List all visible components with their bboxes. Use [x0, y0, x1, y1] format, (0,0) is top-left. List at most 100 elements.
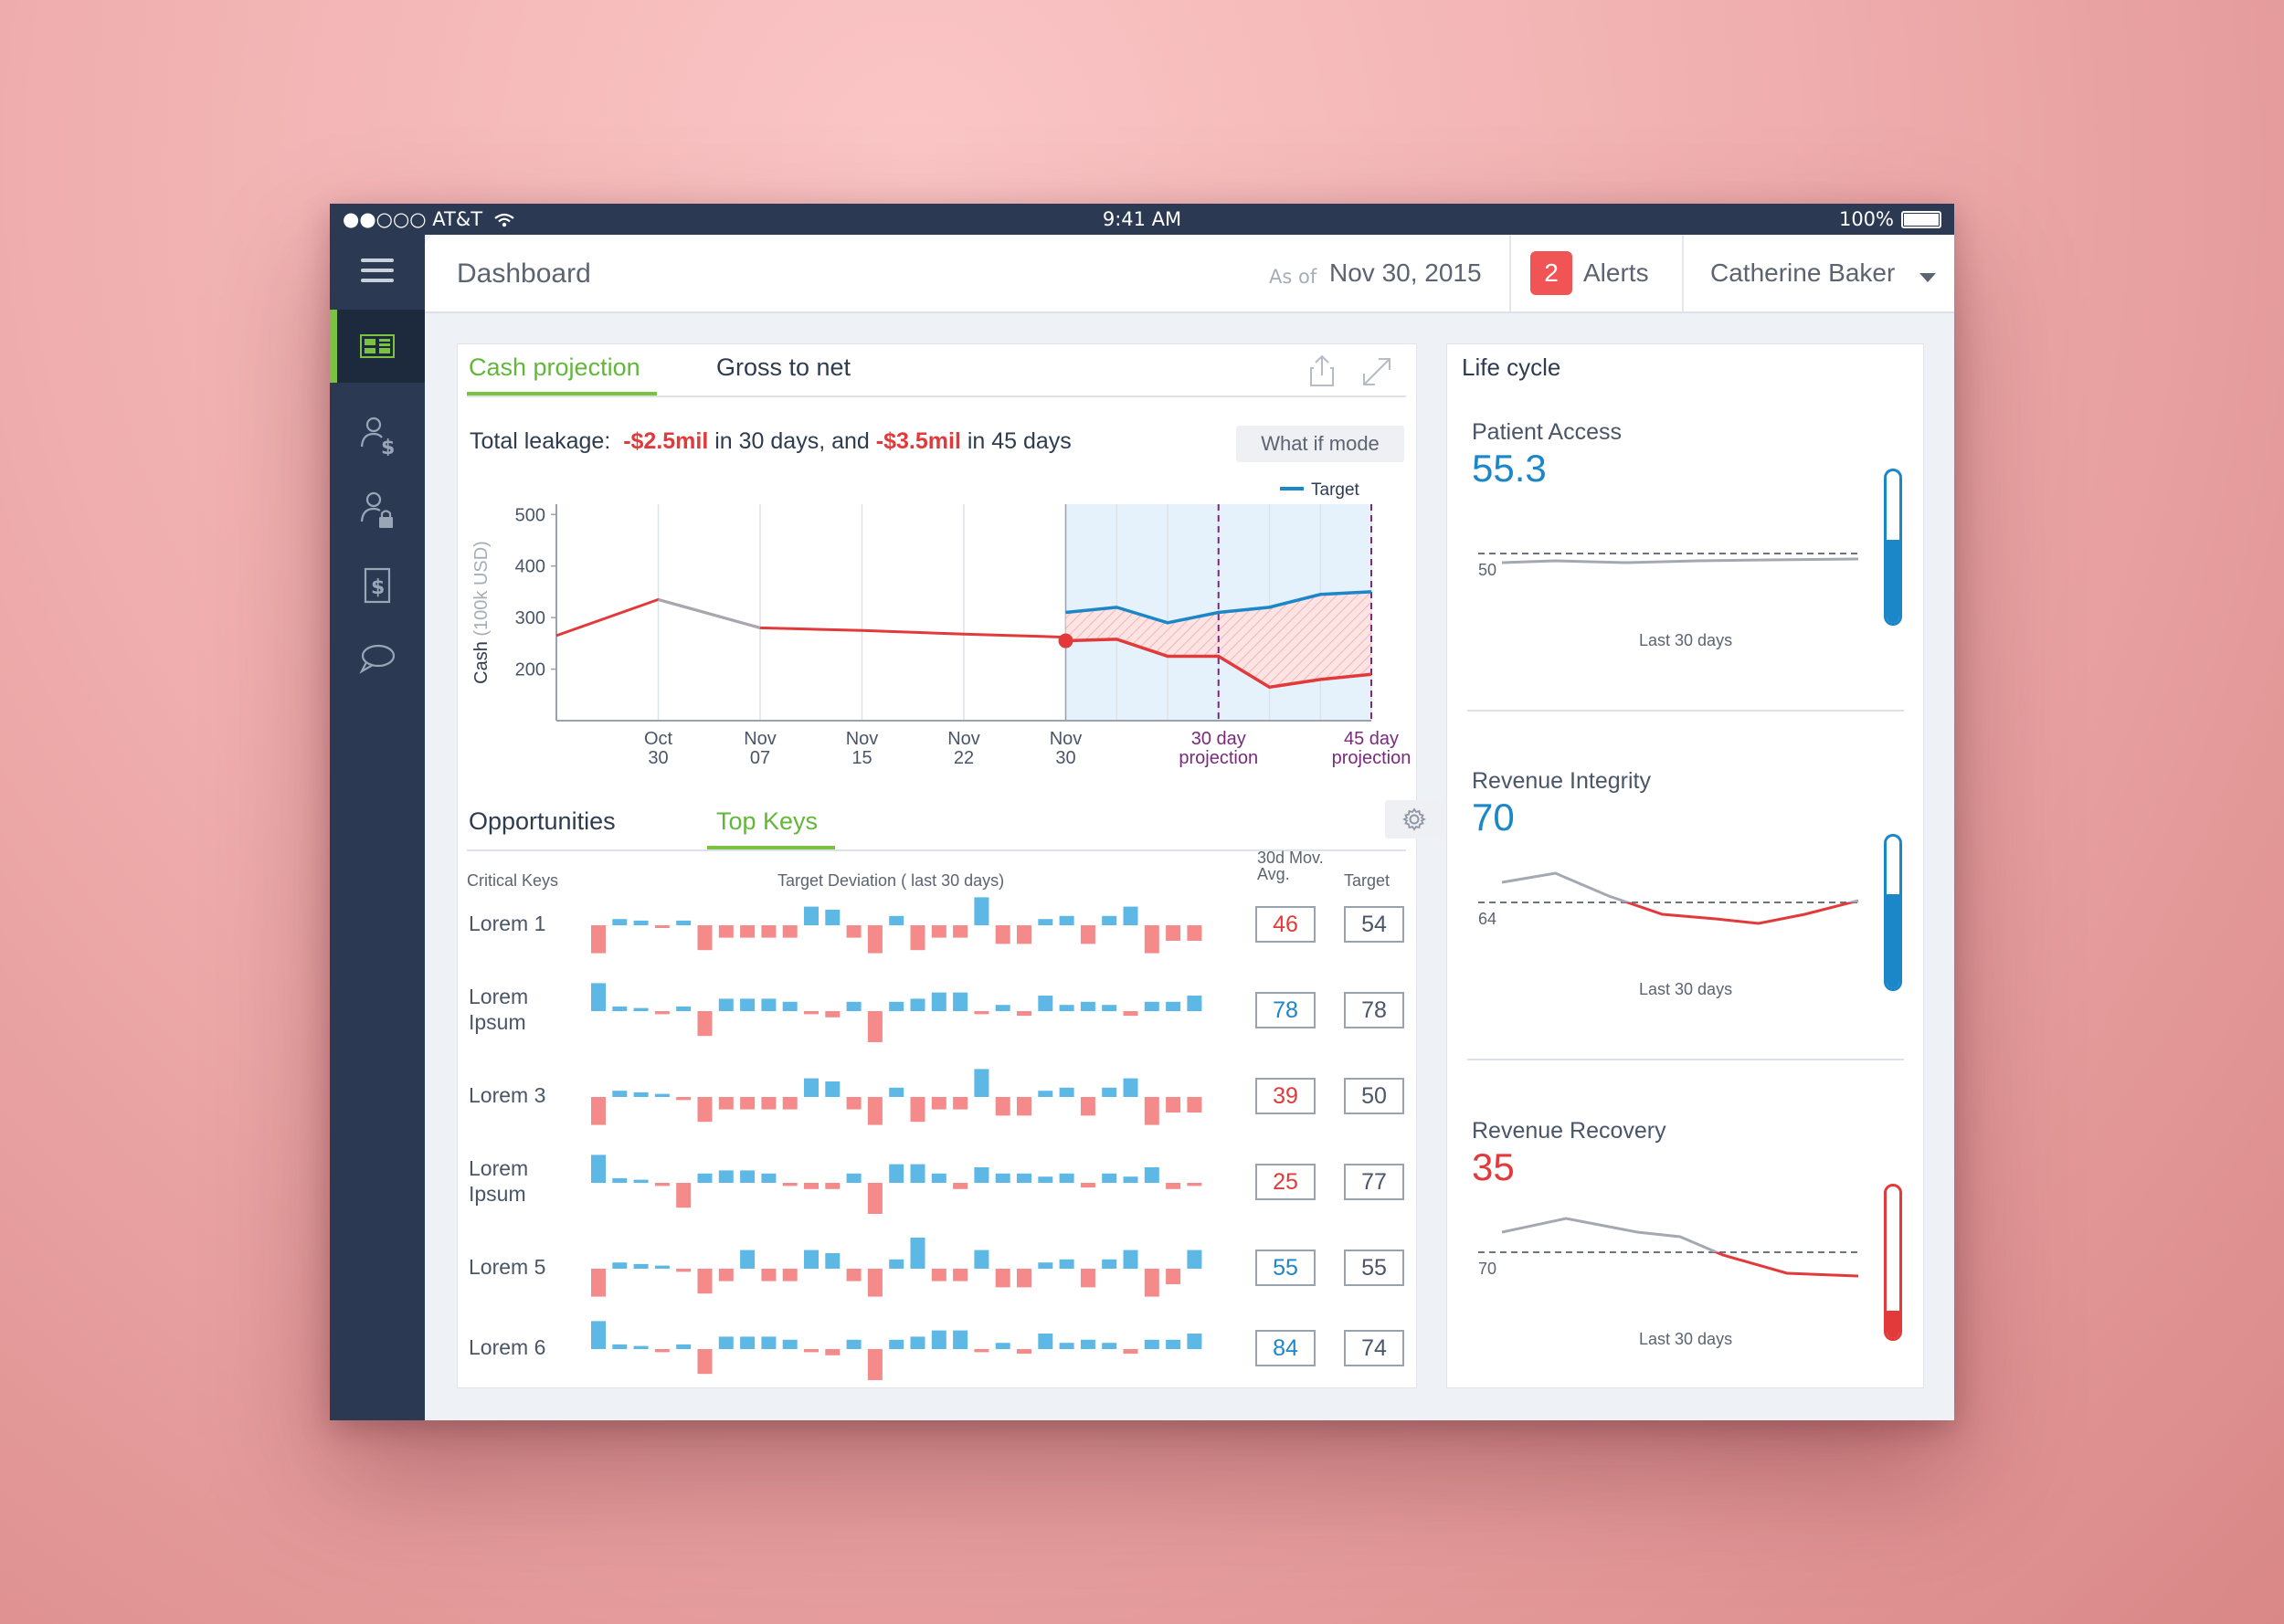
share-icon[interactable] — [1308, 353, 1336, 388]
sidebar-item-messages[interactable] — [330, 622, 425, 695]
tab-cash-projection[interactable]: Cash projection — [469, 353, 640, 381]
legend-label: Target — [1311, 481, 1360, 500]
alerts-button[interactable]: 2 Alerts — [1530, 251, 1649, 295]
deviation-bar — [697, 1269, 713, 1294]
deviation-bar — [633, 1179, 649, 1183]
deviation-bar — [1059, 915, 1074, 925]
sidebar-item-dashboard[interactable] — [330, 310, 425, 383]
deviation-bar — [1123, 1011, 1138, 1017]
deviation-bar — [740, 1170, 756, 1183]
section-divider — [1467, 1059, 1904, 1060]
deviation-bar — [1038, 1262, 1053, 1269]
deviation-bar — [1166, 1269, 1181, 1284]
deviation-bar — [1059, 1173, 1074, 1183]
deviation-sparkbars — [591, 1321, 1202, 1380]
key-row-label: Lorem 6 — [469, 1335, 546, 1359]
deviation-bar — [1187, 1250, 1202, 1269]
dashboard-icon — [360, 334, 395, 358]
deviation-sparkbars — [591, 983, 1202, 1042]
deviation-bar — [1123, 1078, 1138, 1097]
deviation-bar — [676, 1269, 692, 1272]
deviation-bar — [1038, 996, 1053, 1011]
deviation-bar — [1144, 1097, 1159, 1125]
deviation-bar — [612, 1262, 628, 1269]
sidebar-item-revenue[interactable]: $ — [330, 399, 425, 472]
deviation-bar — [995, 1173, 1010, 1183]
deviation-bar — [718, 925, 734, 938]
user-menu[interactable]: Catherine Baker — [1710, 258, 1896, 287]
moving-avg-value: 46 — [1255, 906, 1316, 943]
deviation-bar — [867, 925, 883, 954]
moving-avg-value: 39 — [1255, 1078, 1316, 1114]
deviation-bar — [761, 1336, 777, 1349]
trend-line-above — [1501, 871, 1859, 902]
deviation-bar — [1017, 1011, 1031, 1017]
deviation-bar — [782, 1183, 798, 1186]
deviation-bar — [995, 925, 1010, 944]
deviation-bar — [889, 1339, 904, 1349]
metric-name: Patient Access — [1472, 419, 1622, 445]
tab-gross-to-net[interactable]: Gross to net — [716, 353, 851, 381]
x-tick-label: Nov — [846, 729, 879, 749]
deviation-bar — [782, 1001, 798, 1011]
deviation-bar — [825, 1183, 841, 1189]
deviation-bar — [633, 1091, 649, 1097]
sidebar-item-billing[interactable]: $ — [330, 549, 425, 622]
expand-icon[interactable] — [1360, 355, 1393, 388]
current-point — [1058, 633, 1073, 649]
deviation-bar — [825, 1349, 841, 1355]
key-row-label: Lorem Ipsum — [469, 985, 529, 1034]
deviation-bar — [718, 1170, 734, 1183]
sidebar-item-secure[interactable] — [330, 474, 425, 547]
metric-name: Revenue Recovery — [1472, 1118, 1666, 1144]
tablet-device: ●●○○○ AT&T 9:41 AM 100% — [330, 204, 1954, 1420]
deviation-bar — [654, 1011, 670, 1015]
deviation-bar — [910, 998, 925, 1011]
chevron-down-icon[interactable] — [1919, 273, 1936, 282]
threshold-label: 70 — [1478, 1260, 1496, 1278]
deviation-bar — [1144, 1001, 1159, 1011]
deviation-bar — [1144, 1167, 1159, 1183]
tab-opportunities[interactable]: Opportunities — [469, 807, 616, 835]
deviation-bar — [1059, 1005, 1074, 1011]
deviation-bar — [995, 1097, 1010, 1116]
deviation-bar — [1144, 925, 1159, 954]
key-row-label: Lorem Ipsum — [469, 1156, 529, 1206]
deviation-bar — [953, 1183, 968, 1189]
deviation-bar — [804, 1011, 819, 1015]
x-tick-label: 30 — [1055, 748, 1075, 768]
deviation-bar — [591, 1097, 606, 1125]
as-of-date[interactable]: Nov 30, 2015 — [1329, 258, 1482, 287]
deviation-bar — [804, 1349, 819, 1353]
hamburger-menu-icon[interactable] — [361, 258, 394, 286]
x-tick-label: Nov — [1050, 729, 1083, 749]
tab-top-keys[interactable]: Top Keys — [716, 807, 819, 835]
moving-avg-value: 84 — [1255, 1330, 1316, 1366]
deviation-bar — [825, 1081, 841, 1097]
deviation-bar — [761, 1173, 777, 1183]
deviation-bar — [612, 919, 628, 925]
settings-button[interactable] — [1385, 800, 1443, 838]
x-tick-label: 22 — [954, 748, 974, 768]
deviation-bar — [953, 925, 968, 938]
trend-line — [1501, 557, 1859, 564]
deviation-bar — [974, 1250, 989, 1269]
what-if-mode-button[interactable]: What if mode — [1236, 426, 1404, 462]
col-moving-avg: 30d Mov. Avg. — [1257, 849, 1324, 883]
deviation-bar — [1102, 915, 1117, 925]
deviation-bar — [633, 920, 649, 925]
deviation-bar — [1166, 1339, 1181, 1349]
deviation-bar — [825, 1011, 841, 1018]
section-divider — [1467, 710, 1904, 712]
metric-gauge — [1884, 1184, 1902, 1341]
col-target: Target — [1344, 871, 1390, 890]
metric-name: Revenue Integrity — [1472, 768, 1651, 794]
metric-caption: Last 30 days — [1639, 631, 1733, 649]
deviation-bar — [676, 920, 692, 925]
trend-line-below — [1623, 902, 1857, 925]
cash-projection-card: Cash projection Gross to net Total leaka… — [457, 343, 1443, 1388]
metric-value: 35 — [1472, 1145, 1515, 1188]
deviation-bar — [910, 925, 925, 951]
deviation-bar — [782, 1097, 798, 1110]
deviation-bar — [867, 1269, 883, 1297]
